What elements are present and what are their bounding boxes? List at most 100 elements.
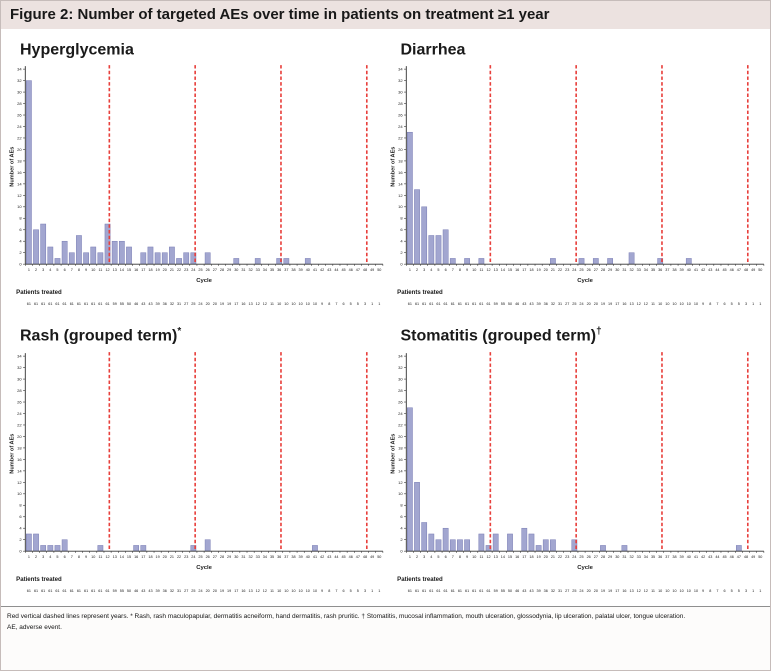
svg-text:50: 50 xyxy=(507,588,511,592)
svg-text:8: 8 xyxy=(709,302,711,306)
svg-text:43: 43 xyxy=(141,588,145,592)
svg-text:24: 24 xyxy=(17,124,22,129)
svg-text:26: 26 xyxy=(398,113,403,118)
svg-text:34: 34 xyxy=(17,67,22,72)
svg-text:49: 49 xyxy=(751,268,755,272)
svg-text:8: 8 xyxy=(19,502,22,507)
y-axis-title: Number of AEs xyxy=(10,147,16,187)
svg-text:20: 20 xyxy=(163,555,167,559)
bar-cycle-25 xyxy=(578,258,584,265)
svg-text:2: 2 xyxy=(415,555,417,559)
svg-text:5: 5 xyxy=(437,268,439,272)
svg-text:28: 28 xyxy=(398,101,403,106)
svg-text:61: 61 xyxy=(450,588,454,592)
svg-text:7: 7 xyxy=(71,555,73,559)
svg-text:12: 12 xyxy=(263,588,267,592)
svg-text:26: 26 xyxy=(17,113,22,118)
bar-cycle-2 xyxy=(413,189,420,265)
svg-text:35: 35 xyxy=(650,268,654,272)
svg-text:9: 9 xyxy=(466,555,468,559)
svg-text:36: 36 xyxy=(163,302,167,306)
svg-text:7: 7 xyxy=(71,268,73,272)
svg-text:16: 16 xyxy=(622,588,626,592)
svg-text:29: 29 xyxy=(227,555,231,559)
bar-cycle-2 xyxy=(33,229,39,265)
svg-text:61: 61 xyxy=(422,588,426,592)
svg-text:46: 46 xyxy=(515,588,519,592)
svg-text:18: 18 xyxy=(398,159,403,164)
svg-text:31: 31 xyxy=(241,555,245,559)
svg-text:11: 11 xyxy=(98,555,102,559)
svg-text:10: 10 xyxy=(665,588,669,592)
svg-text:10: 10 xyxy=(313,588,317,592)
svg-text:50: 50 xyxy=(377,555,381,559)
svg-text:17: 17 xyxy=(522,268,526,272)
svg-text:33: 33 xyxy=(636,268,640,272)
svg-text:28: 28 xyxy=(220,268,224,272)
svg-text:1: 1 xyxy=(408,555,410,559)
svg-text:4: 4 xyxy=(49,555,51,559)
svg-text:14: 14 xyxy=(120,555,124,559)
svg-text:27: 27 xyxy=(593,555,597,559)
svg-text:32: 32 xyxy=(398,78,403,83)
svg-text:7: 7 xyxy=(451,555,453,559)
bar-cycle-8 xyxy=(456,539,463,552)
svg-text:61: 61 xyxy=(98,302,102,306)
svg-text:10: 10 xyxy=(658,302,662,306)
bar-cycle-13 xyxy=(492,533,499,552)
svg-text:55: 55 xyxy=(500,302,504,306)
bar-cycle-11 xyxy=(97,252,104,265)
bar-cycle-40 xyxy=(304,258,311,265)
svg-text:59: 59 xyxy=(493,302,497,306)
svg-text:22: 22 xyxy=(557,555,561,559)
svg-text:27: 27 xyxy=(184,302,188,306)
svg-text:13: 13 xyxy=(493,268,497,272)
svg-text:35: 35 xyxy=(650,555,654,559)
svg-text:23: 23 xyxy=(184,555,188,559)
svg-text:13: 13 xyxy=(248,302,252,306)
bar-cycle-7 xyxy=(449,539,456,552)
svg-text:13: 13 xyxy=(629,588,633,592)
svg-text:18: 18 xyxy=(398,445,403,450)
bar-cycle-37 xyxy=(283,258,290,265)
bar-cycle-13 xyxy=(111,241,118,265)
svg-text:31: 31 xyxy=(557,588,561,592)
svg-text:25: 25 xyxy=(198,268,202,272)
svg-text:39: 39 xyxy=(679,268,683,272)
svg-text:32: 32 xyxy=(17,365,22,370)
svg-text:10: 10 xyxy=(306,302,310,306)
svg-text:40: 40 xyxy=(306,268,310,272)
svg-text:55: 55 xyxy=(500,588,504,592)
svg-text:28: 28 xyxy=(17,388,22,393)
svg-text:22: 22 xyxy=(398,422,403,427)
svg-text:25: 25 xyxy=(579,268,583,272)
svg-text:12: 12 xyxy=(256,302,260,306)
svg-text:59: 59 xyxy=(113,588,117,592)
svg-text:61: 61 xyxy=(70,302,74,306)
svg-text:43: 43 xyxy=(522,588,526,592)
bar-cycle-21 xyxy=(549,539,556,552)
svg-text:42: 42 xyxy=(701,268,705,272)
svg-text:12: 12 xyxy=(17,479,22,484)
svg-text:11: 11 xyxy=(270,588,274,592)
svg-text:47: 47 xyxy=(736,555,740,559)
svg-text:10: 10 xyxy=(306,588,310,592)
svg-text:37: 37 xyxy=(284,268,288,272)
svg-text:10: 10 xyxy=(277,302,281,306)
svg-text:61: 61 xyxy=(436,302,440,306)
svg-text:8: 8 xyxy=(400,502,403,507)
svg-text:14: 14 xyxy=(500,555,504,559)
svg-text:5: 5 xyxy=(350,302,352,306)
bar-cycle-17 xyxy=(520,527,527,552)
svg-text:1: 1 xyxy=(371,588,373,592)
svg-text:2: 2 xyxy=(19,537,22,542)
svg-text:1: 1 xyxy=(28,555,30,559)
svg-text:24: 24 xyxy=(198,302,202,306)
svg-text:25: 25 xyxy=(572,588,576,592)
svg-text:48: 48 xyxy=(743,555,747,559)
svg-text:61: 61 xyxy=(77,588,81,592)
svg-text:13: 13 xyxy=(493,555,497,559)
svg-text:39: 39 xyxy=(536,588,540,592)
